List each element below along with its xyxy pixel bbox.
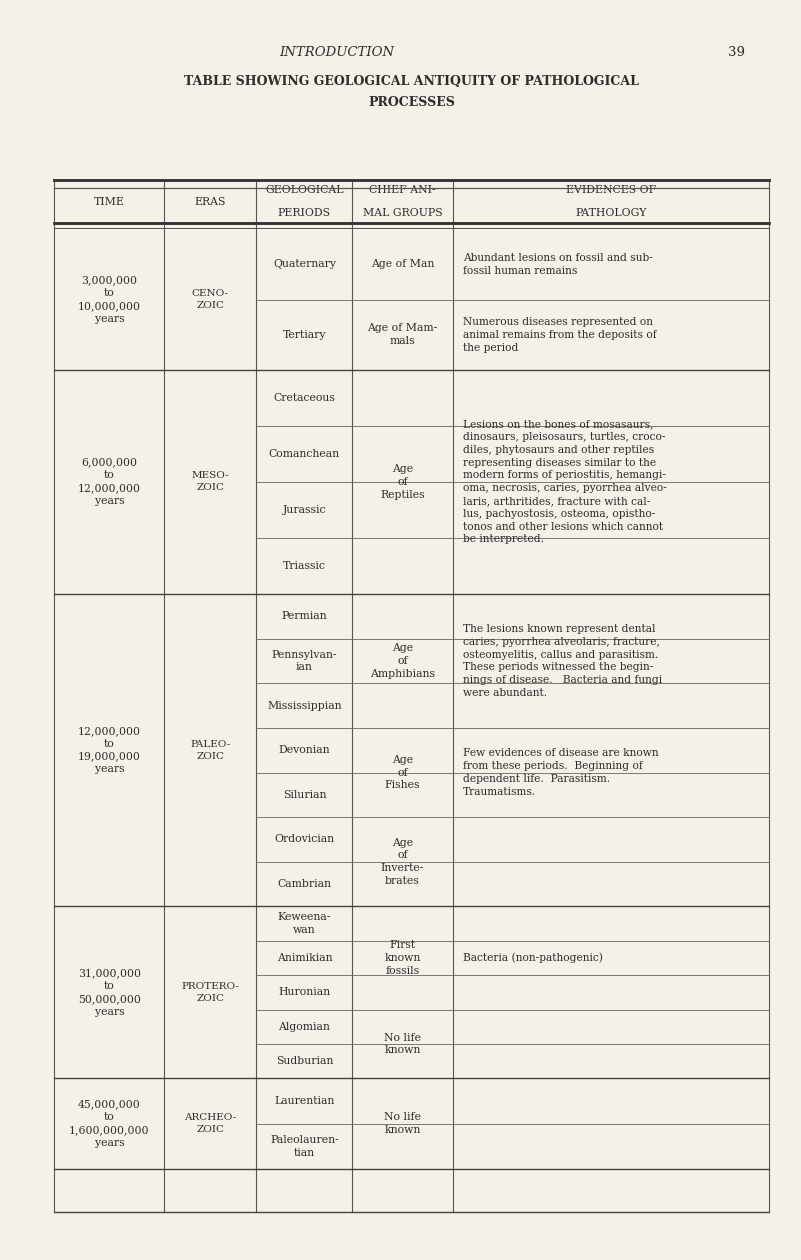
Text: Silurian: Silurian xyxy=(283,790,326,800)
Text: Bacteria (non-pathogenic): Bacteria (non-pathogenic) xyxy=(463,953,603,964)
Text: No life
known: No life known xyxy=(384,1113,421,1135)
Text: Ordovician: Ordovician xyxy=(274,834,335,844)
Text: Keweena-
wan: Keweena- wan xyxy=(278,912,331,935)
Text: ARCHEO-
ZOIC: ARCHEO- ZOIC xyxy=(184,1114,236,1134)
Text: Cambrian: Cambrian xyxy=(277,879,332,890)
Text: Numerous diseases represented on
animal remains from the deposits of
the period: Numerous diseases represented on animal … xyxy=(463,318,657,353)
Text: MESO-
ZOIC: MESO- ZOIC xyxy=(191,471,229,493)
Text: Lesions on the bones of mosasaurs,
dinosaurs, pleisosaurs, turtles, croco-
diles: Lesions on the bones of mosasaurs, dinos… xyxy=(463,420,667,544)
Text: 3,000,000
to
10,000,000
years: 3,000,000 to 10,000,000 years xyxy=(78,276,141,324)
Text: Devonian: Devonian xyxy=(279,745,330,755)
Text: Age
of
Reptiles: Age of Reptiles xyxy=(380,464,425,500)
Text: GEOLOGICAL: GEOLOGICAL xyxy=(265,185,344,195)
Text: Laurentian: Laurentian xyxy=(274,1096,335,1106)
Text: CENO-
ZOIC: CENO- ZOIC xyxy=(191,290,229,310)
Text: 12,000,000
to
19,000,000
years: 12,000,000 to 19,000,000 years xyxy=(78,726,141,775)
Text: 39: 39 xyxy=(728,47,746,59)
Text: CHIEF ANI-: CHIEF ANI- xyxy=(369,185,436,195)
Text: Comanchean: Comanchean xyxy=(269,449,340,459)
Text: Animikian: Animikian xyxy=(276,953,332,963)
Text: PATHOLOGY: PATHOLOGY xyxy=(575,208,646,218)
Text: The lesions known represent dental
caries, pyorrhea alveolaris, fracture,
osteom: The lesions known represent dental carie… xyxy=(463,624,662,698)
Text: TABLE SHOWING GEOLOGICAL ANTIQUITY OF PATHOLOGICAL: TABLE SHOWING GEOLOGICAL ANTIQUITY OF PA… xyxy=(184,76,639,88)
Text: PROCESSES: PROCESSES xyxy=(368,96,455,108)
Text: Permian: Permian xyxy=(282,611,327,621)
Text: Mississippian: Mississippian xyxy=(267,701,342,711)
Text: Algomian: Algomian xyxy=(279,1022,330,1032)
Text: First
known
fossils: First known fossils xyxy=(384,940,421,975)
Text: PROTERO-
ZOIC: PROTERO- ZOIC xyxy=(181,982,239,1003)
Text: Age of Mam-
mals: Age of Mam- mals xyxy=(368,324,437,346)
Text: ERAS: ERAS xyxy=(195,197,226,207)
Text: Age
of
Inverte-
brates: Age of Inverte- brates xyxy=(380,838,425,886)
Text: Age of Man: Age of Man xyxy=(371,260,434,270)
Text: Abundant lesions on fossil and sub-
fossil human remains: Abundant lesions on fossil and sub- foss… xyxy=(463,253,653,276)
Text: 6,000,000
to
12,000,000
years: 6,000,000 to 12,000,000 years xyxy=(78,457,141,507)
Text: EVIDENCES OF: EVIDENCES OF xyxy=(566,185,656,195)
Text: Sudburian: Sudburian xyxy=(276,1056,333,1066)
Text: MAL GROUPS: MAL GROUPS xyxy=(363,208,442,218)
Text: PALEO-
ZOIC: PALEO- ZOIC xyxy=(190,740,231,761)
Text: Huronian: Huronian xyxy=(278,988,331,998)
Text: Paleolauren-
tian: Paleolauren- tian xyxy=(270,1135,339,1158)
Text: Age
of
Amphibians: Age of Amphibians xyxy=(370,643,435,679)
Text: 31,000,000
to
50,000,000
years: 31,000,000 to 50,000,000 years xyxy=(78,968,141,1017)
Text: PERIODS: PERIODS xyxy=(278,208,331,218)
Text: Triassic: Triassic xyxy=(283,561,326,571)
Text: Tertiary: Tertiary xyxy=(283,330,326,340)
Text: Jurassic: Jurassic xyxy=(283,505,326,515)
Text: Cretaceous: Cretaceous xyxy=(273,393,336,403)
Text: INTRODUCTION: INTRODUCTION xyxy=(279,47,394,59)
Text: Few evidences of disease are known
from these periods.  Beginning of
dependent l: Few evidences of disease are known from … xyxy=(463,748,658,796)
Text: TIME: TIME xyxy=(94,197,125,207)
Text: Age
of
Fishes: Age of Fishes xyxy=(384,755,421,790)
Text: 45,000,000
to
1,600,000,000
years: 45,000,000 to 1,600,000,000 years xyxy=(69,1100,150,1148)
Text: No life
known: No life known xyxy=(384,1033,421,1056)
Text: Quaternary: Quaternary xyxy=(273,260,336,270)
Text: Pennsylvan-
ian: Pennsylvan- ian xyxy=(272,649,337,673)
